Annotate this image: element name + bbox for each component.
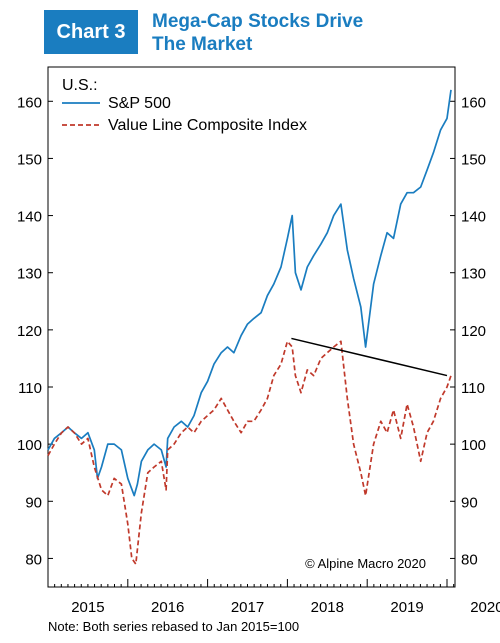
chart-title-line-1: Mega-Cap Stocks Drive <box>152 11 364 32</box>
legend-title: U.S.: <box>62 77 98 94</box>
legend-label-sp500: S&P 500 <box>108 95 171 112</box>
y-tick-label-right: 160 <box>461 94 486 111</box>
y-tick-label-right: 100 <box>461 437 486 454</box>
x-tick-label: 2019 <box>390 599 423 616</box>
trend-line <box>291 337 448 377</box>
x-tick-label: 2018 <box>311 599 344 616</box>
copyright-text: © Alpine Macro 2020 <box>305 556 426 571</box>
x-tick-label: 2020 <box>470 599 500 616</box>
chart-number-badge: Chart 3 <box>44 10 138 54</box>
chart-title: Mega-Cap Stocks Drive The Market <box>152 10 363 56</box>
y-tick-label-left: 110 <box>18 380 42 397</box>
y-tick-label-right: 80 <box>461 551 478 568</box>
series-line-sp500 <box>47 89 452 497</box>
y-tick-label-left: 160 <box>17 94 42 111</box>
y-tick-label-left: 150 <box>17 151 42 168</box>
y-tick-label-left: 80 <box>25 551 42 568</box>
y-tick-label-right: 120 <box>461 323 486 340</box>
legend-label-value-line: Value Line Composite Index <box>108 117 307 134</box>
y-tick-label-left: 140 <box>17 209 42 226</box>
x-tick-label: 2017 <box>231 599 264 616</box>
chart-note: Note: Both series rebased to Jan 2015=10… <box>48 619 300 634</box>
chart-title-line-2: The Market <box>152 34 253 55</box>
y-tick-label-left: 130 <box>17 266 42 283</box>
y-tick-label-left: 120 <box>17 323 42 340</box>
y-tick-label-right: 110 <box>461 380 485 397</box>
y-tick-label-left: 90 <box>25 494 42 511</box>
y-tick-label-left: 100 <box>17 437 42 454</box>
x-tick-label: 2015 <box>71 599 104 616</box>
y-tick-label-right: 140 <box>461 209 486 226</box>
y-tick-label-right: 150 <box>461 151 486 168</box>
plot-frame <box>47 66 456 588</box>
series-line-value-line <box>47 340 452 565</box>
y-tick-label-right: 130 <box>461 266 486 283</box>
y-tick-label-right: 90 <box>461 494 478 511</box>
x-tick-label: 2016 <box>151 599 184 616</box>
